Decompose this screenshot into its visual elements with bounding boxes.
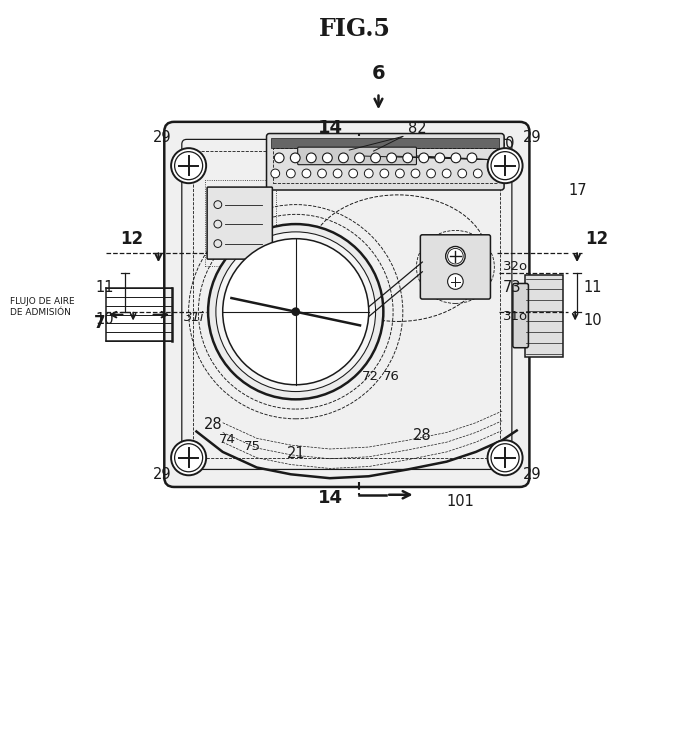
Circle shape — [451, 153, 461, 163]
FancyBboxPatch shape — [164, 122, 529, 487]
Circle shape — [338, 153, 348, 163]
Bar — [271, 139, 499, 148]
Bar — [525, 274, 563, 358]
Text: 29: 29 — [522, 467, 541, 482]
Circle shape — [171, 440, 206, 476]
Text: 75: 75 — [244, 440, 260, 453]
Circle shape — [467, 153, 477, 163]
Text: 72: 72 — [361, 370, 379, 382]
Text: 10: 10 — [95, 312, 113, 327]
Text: 32o: 32o — [503, 260, 528, 273]
Text: 12: 12 — [585, 230, 608, 248]
Circle shape — [286, 169, 295, 178]
Circle shape — [488, 148, 522, 183]
Circle shape — [271, 169, 280, 178]
Text: 71: 71 — [463, 256, 482, 271]
Circle shape — [365, 169, 373, 178]
Circle shape — [442, 169, 451, 178]
Circle shape — [488, 440, 522, 476]
Text: 82: 82 — [408, 121, 426, 136]
Circle shape — [371, 153, 381, 163]
Circle shape — [349, 169, 358, 178]
Circle shape — [302, 169, 311, 178]
Text: 14: 14 — [318, 118, 343, 136]
Circle shape — [403, 153, 412, 163]
FancyBboxPatch shape — [298, 147, 417, 165]
Text: 73: 73 — [503, 280, 522, 296]
Circle shape — [458, 169, 466, 178]
Text: 28: 28 — [413, 428, 432, 443]
Text: 31i: 31i — [184, 311, 204, 325]
Text: 12: 12 — [120, 230, 143, 248]
Text: 11: 11 — [95, 280, 113, 296]
Text: 29: 29 — [522, 130, 541, 146]
Circle shape — [291, 308, 300, 316]
FancyBboxPatch shape — [513, 284, 529, 348]
Circle shape — [411, 169, 420, 178]
Circle shape — [448, 274, 463, 290]
Text: 28: 28 — [203, 416, 222, 431]
Text: 21: 21 — [286, 446, 305, 460]
Text: 17: 17 — [568, 183, 587, 198]
Text: 74: 74 — [219, 433, 236, 446]
Text: 14: 14 — [318, 488, 343, 506]
Text: 101: 101 — [446, 494, 475, 509]
Circle shape — [208, 224, 383, 399]
FancyBboxPatch shape — [420, 235, 491, 299]
Circle shape — [387, 153, 397, 163]
Text: 6: 6 — [372, 64, 385, 83]
Text: 10: 10 — [583, 314, 601, 328]
Circle shape — [322, 153, 332, 163]
Bar — [205, 180, 276, 266]
Circle shape — [435, 153, 445, 163]
Circle shape — [334, 169, 342, 178]
Circle shape — [274, 153, 284, 163]
Text: 30: 30 — [498, 136, 516, 152]
Bar — [273, 148, 498, 183]
FancyBboxPatch shape — [266, 134, 504, 190]
Text: 31o: 31o — [503, 310, 528, 322]
FancyBboxPatch shape — [207, 187, 273, 260]
Circle shape — [171, 148, 206, 183]
Circle shape — [396, 169, 404, 178]
Text: FLUJO DE AIRE
DE ADMISIÓN: FLUJO DE AIRE DE ADMISIÓN — [10, 297, 75, 317]
Bar — [194, 151, 500, 458]
Circle shape — [419, 153, 428, 163]
Text: 29: 29 — [153, 130, 172, 146]
Circle shape — [473, 169, 482, 178]
Circle shape — [307, 153, 316, 163]
Text: 29: 29 — [153, 467, 172, 482]
Text: 76: 76 — [383, 370, 400, 382]
Text: FIG.5: FIG.5 — [319, 17, 391, 41]
Text: 7: 7 — [94, 314, 106, 332]
Circle shape — [427, 169, 435, 178]
Circle shape — [318, 169, 327, 178]
Circle shape — [380, 169, 389, 178]
Circle shape — [354, 153, 365, 163]
Text: 11: 11 — [583, 280, 601, 296]
Circle shape — [216, 232, 376, 392]
Circle shape — [446, 247, 465, 266]
Text: 32i: 32i — [310, 289, 331, 302]
Circle shape — [223, 238, 369, 385]
Circle shape — [291, 153, 300, 163]
Text: 22: 22 — [260, 285, 279, 300]
Text: 92: 92 — [251, 187, 269, 202]
Text: 64: 64 — [260, 336, 279, 351]
